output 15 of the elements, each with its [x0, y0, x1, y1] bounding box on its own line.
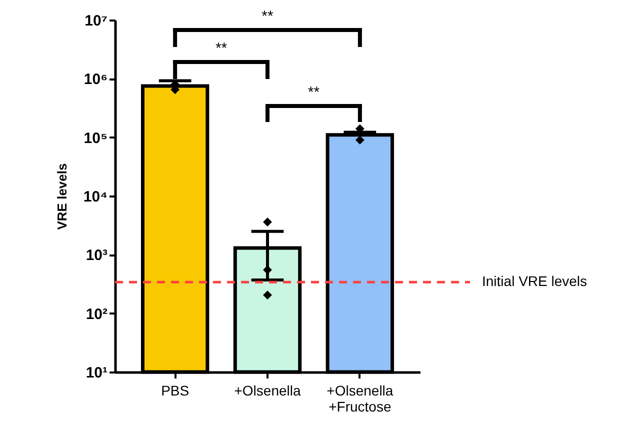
annotation: **	[262, 8, 274, 25]
y-tick-label: 10²	[86, 306, 108, 323]
annotation: **	[308, 84, 320, 101]
y-axis-title: VRE levels	[54, 163, 70, 230]
annotation: **	[215, 40, 228, 57]
y-tick-label: 10⁴	[83, 188, 108, 206]
y-tick-label: 10⁵	[84, 130, 108, 147]
x-tick-label: PBS	[161, 382, 190, 398]
y-tick-label: 10⁷	[84, 12, 108, 30]
ref-line-label: Initial VRE levels	[482, 273, 588, 290]
y-tick-label: 10¹	[86, 364, 108, 382]
y-tick-label: 10⁶	[84, 71, 108, 88]
x-tick-label: +Olsenella	[234, 382, 301, 398]
y-tick-label: 10³	[86, 247, 108, 264]
x-tick-label: +Olsenella +Fructose	[326, 382, 394, 414]
